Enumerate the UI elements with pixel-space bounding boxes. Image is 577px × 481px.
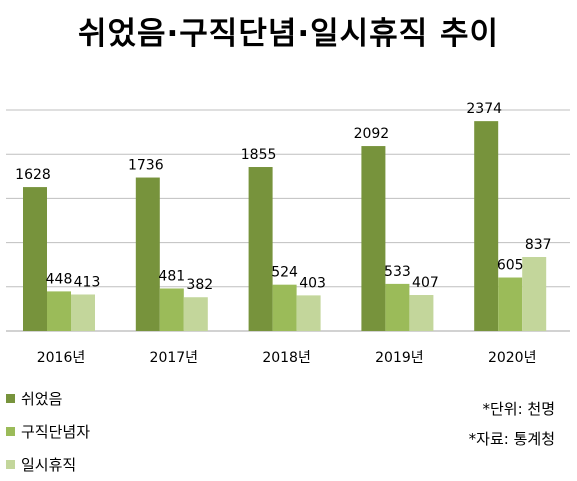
bar-1-3 — [385, 283, 410, 331]
legend-label-0: 쉬었음 — [21, 390, 63, 408]
bar-1-2 — [272, 284, 297, 331]
x-tick-label-1: 2017년 — [150, 350, 199, 366]
bar-2-1 — [183, 297, 208, 331]
x-tick-labels: 2016년 2017년 2018년 2019년 2020년 — [37, 350, 537, 366]
bar-2-4 — [522, 257, 547, 331]
source-note: *자료: 통계청 — [468, 430, 555, 448]
data-label-1-4: 605 — [497, 258, 524, 274]
bar-2-2 — [296, 295, 321, 331]
bar-0-0 — [23, 187, 47, 331]
data-label-2-1: 382 — [186, 277, 213, 293]
bar-2-3 — [409, 295, 434, 331]
x-tick-label-2: 2018년 — [262, 350, 311, 366]
legend: 쉬었음 구직단념자 일시휴직 — [6, 382, 90, 481]
legend-item-0: 쉬었음 — [6, 382, 90, 415]
data-label-0-2: 1855 — [241, 147, 277, 163]
x-tick-label-3: 2019년 — [375, 350, 424, 366]
legend-item-2: 일시휴직 — [6, 448, 90, 481]
data-label-2-3: 407 — [412, 275, 439, 291]
data-label-1-2: 524 — [271, 265, 298, 281]
data-label-2-0: 413 — [74, 274, 101, 290]
bar-0-2 — [248, 167, 273, 331]
legend-label-1: 구직단념자 — [21, 423, 91, 441]
x-tick-label-4: 2020년 — [488, 350, 537, 366]
legend-swatch-1 — [6, 427, 15, 436]
data-label-0-1: 1736 — [128, 158, 164, 174]
data-label-0-4: 2374 — [466, 101, 502, 117]
legend-item-1: 구직단념자 — [6, 415, 90, 448]
legend-swatch-2 — [6, 460, 15, 469]
data-label-2-2: 403 — [299, 275, 326, 291]
data-label-1-0: 448 — [46, 271, 73, 287]
bars — [23, 121, 547, 331]
data-label-2-4: 837 — [525, 237, 552, 253]
data-label-1-1: 481 — [158, 268, 185, 284]
bar-1-1 — [159, 288, 184, 331]
data-label-1-3: 533 — [384, 264, 411, 280]
bar-0-1 — [135, 177, 160, 331]
bar-0-3 — [361, 146, 386, 331]
x-tick-label-0: 2016년 — [37, 350, 86, 366]
bar-1-4 — [498, 277, 523, 331]
legend-label-2: 일시휴직 — [21, 456, 77, 474]
data-label-0-3: 2092 — [354, 126, 390, 142]
bar-1-0 — [47, 291, 71, 331]
bar-2-0 — [71, 294, 95, 331]
bar-0-4 — [474, 121, 499, 331]
unit-note: *단위: 천명 — [482, 400, 555, 418]
legend-swatch-0 — [6, 394, 15, 403]
data-label-0-0: 1628 — [15, 167, 51, 183]
chart-title: 쉬었음·구직단념·일시휴직 추이 — [77, 16, 500, 52]
